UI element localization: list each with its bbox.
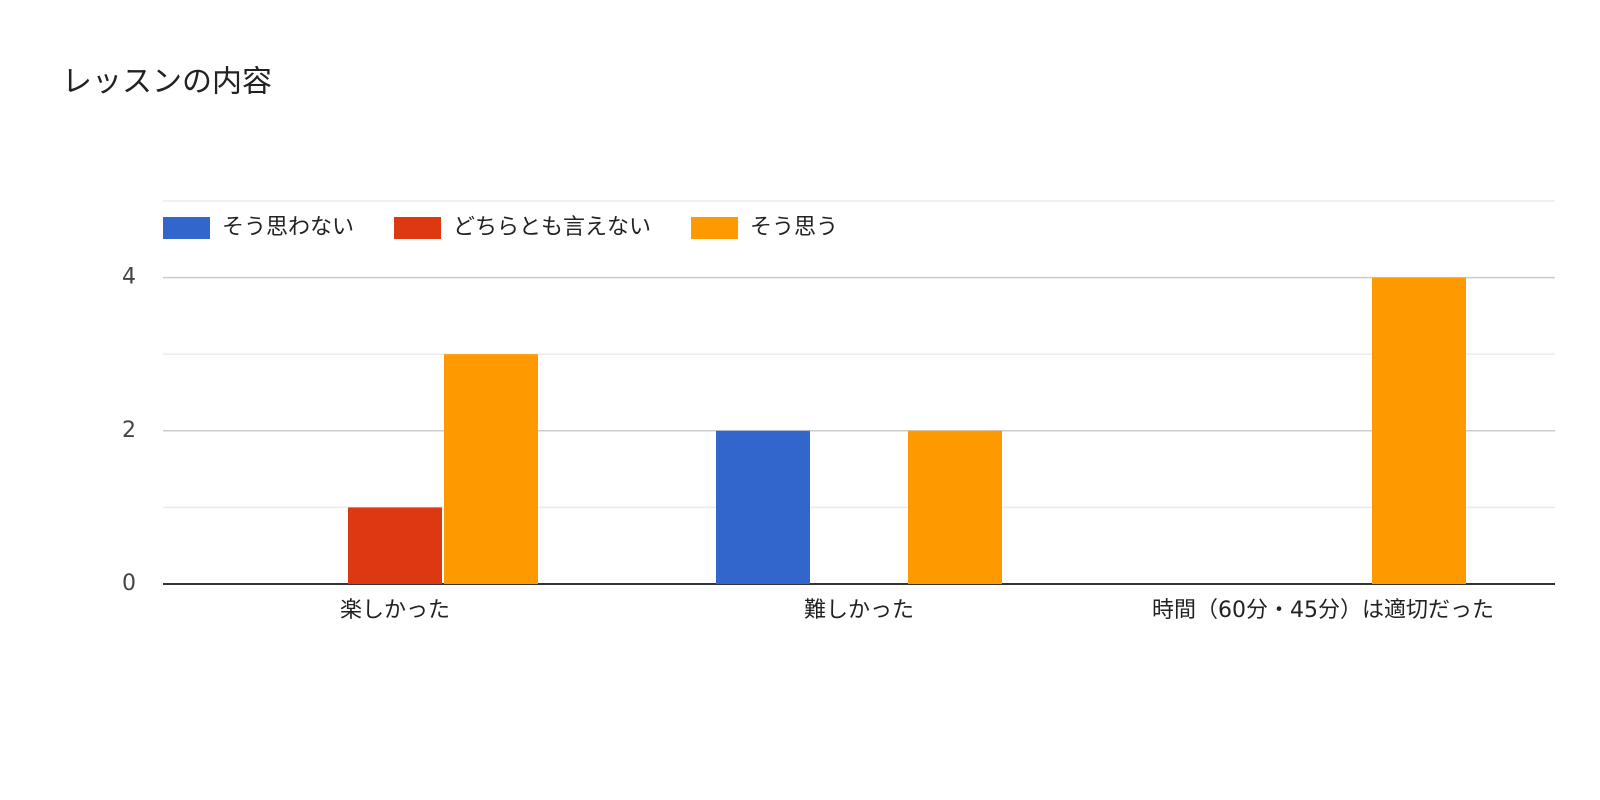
bar [908, 430, 1002, 584]
x-tick-label: 時間（60分・45分）は適切だった [1152, 598, 1494, 623]
y-tick-label: 4 [122, 265, 136, 290]
bar [348, 507, 442, 584]
y-tick-label: 0 [122, 571, 136, 596]
legend-label: どちらとも言えない [453, 215, 651, 240]
legend-label: そう思わない [222, 215, 354, 240]
chart-title: レッスンの内容 [62, 65, 272, 100]
legend-swatch [163, 217, 210, 239]
x-tick-label: 楽しかった [340, 598, 450, 623]
legend-swatch [691, 217, 739, 239]
legend-label: そう思う [750, 215, 838, 240]
bar [716, 430, 810, 584]
legend-swatch [394, 217, 442, 239]
y-tick-label: 2 [122, 418, 136, 443]
bar [1372, 277, 1466, 584]
bar [444, 354, 538, 584]
x-tick-label: 難しかった [804, 598, 914, 623]
